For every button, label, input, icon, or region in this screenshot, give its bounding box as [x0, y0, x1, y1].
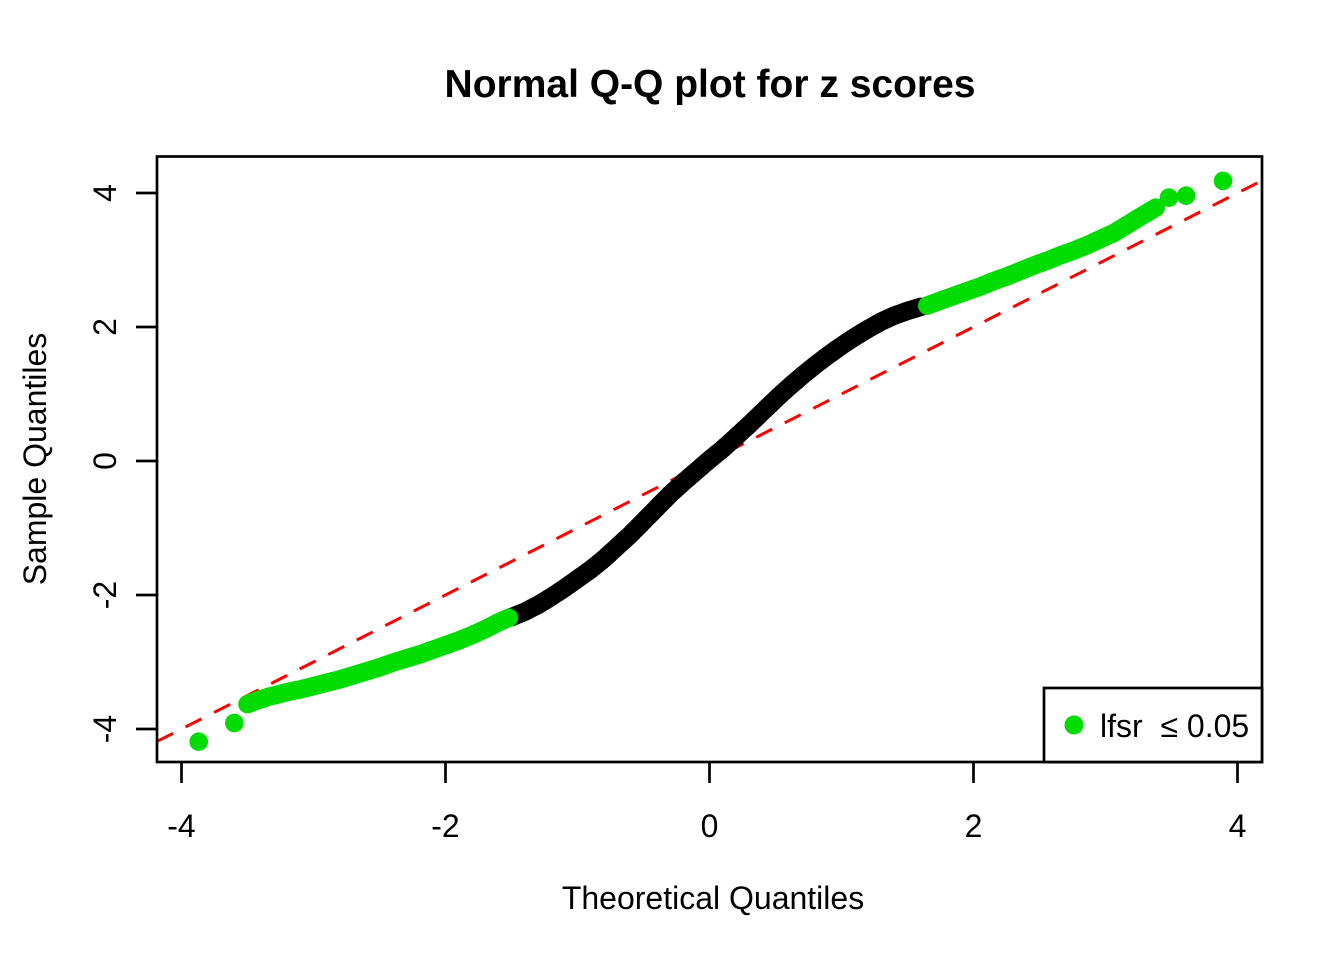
legend: lfsr ≤ 0.05 — [1042, 686, 1264, 764]
x-tick-label: 4 — [1229, 808, 1247, 844]
y-axis-label: Sample Quantiles — [17, 333, 53, 586]
legend-marker-icon — [1064, 715, 1084, 735]
x-tick-label: -2 — [431, 808, 459, 844]
y-tick-label: 2 — [87, 318, 123, 336]
series-nonsignificant-points — [502, 297, 930, 627]
chart-title: Normal Q-Q plot for z scores — [445, 63, 976, 106]
y-tick-label: -4 — [87, 715, 123, 743]
x-tick-label: -4 — [167, 808, 195, 844]
y-tick-label: 0 — [87, 452, 123, 470]
x-axis-label: Theoretical Quantiles — [562, 880, 864, 916]
y-tick-label: -2 — [87, 581, 123, 609]
series-significant-points — [189, 171, 1233, 751]
y-axis-ticks: -4 -2 0 2 4 — [87, 184, 157, 743]
x-axis-ticks: -4 -2 0 2 4 — [167, 762, 1246, 844]
x-tick-label: 0 — [701, 808, 719, 844]
y-tick-label: 4 — [87, 184, 123, 202]
legend-label: lfsr ≤ 0.05 — [1100, 708, 1249, 744]
x-tick-label: 2 — [965, 808, 983, 844]
